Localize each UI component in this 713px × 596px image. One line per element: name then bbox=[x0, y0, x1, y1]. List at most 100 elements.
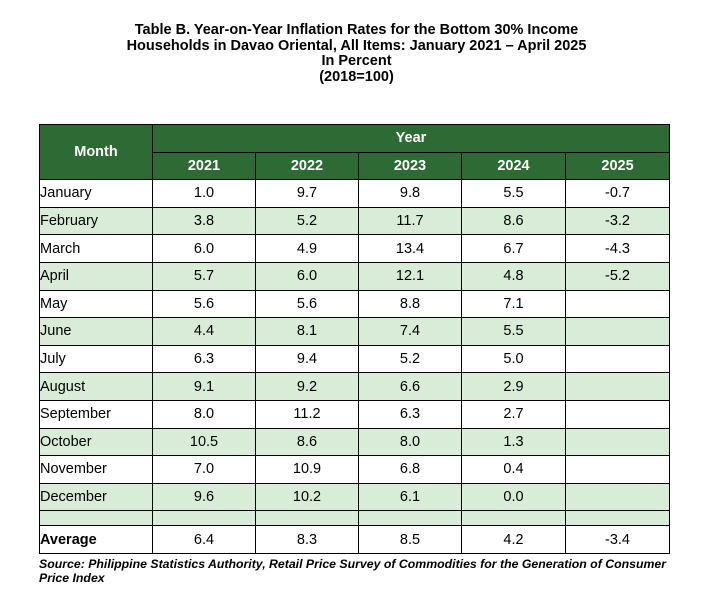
year-header-2024: 2024 bbox=[461, 151, 566, 181]
inflation-table: Month Year 2021 2022 2023 2024 2025 Janu… bbox=[39, 123, 671, 555]
value-cell: -0.7 bbox=[564, 179, 671, 208]
value-cell bbox=[564, 289, 671, 319]
value-cell bbox=[564, 399, 671, 429]
value-cell: 2.9 bbox=[461, 372, 566, 401]
title-line-4: (2018=100) bbox=[319, 68, 394, 85]
month-cell: October bbox=[39, 427, 153, 457]
spacer-cell bbox=[461, 510, 566, 527]
value-cell: 0.0 bbox=[461, 482, 566, 512]
table-row: November 7.0 10.9 6.8 0.4 bbox=[39, 455, 671, 484]
value-cell: 9.7 bbox=[255, 179, 359, 208]
value-cell: 11.2 bbox=[255, 399, 359, 429]
year-group-header: Year bbox=[151, 124, 671, 153]
table-row: January 1.0 9.7 9.8 5.5 -0.7 bbox=[39, 179, 671, 208]
value-cell bbox=[564, 344, 671, 374]
average-value: 6.4 bbox=[152, 525, 256, 555]
year-header-2021: 2021 bbox=[152, 151, 256, 181]
spacer-cell bbox=[152, 510, 256, 527]
month-cell: November bbox=[39, 455, 153, 484]
value-cell: 10.2 bbox=[255, 482, 359, 512]
value-cell: 3.8 bbox=[152, 206, 256, 236]
value-cell: 1.0 bbox=[152, 179, 256, 208]
title-line-1: Table B. Year-on-Year Inflation Rates fo… bbox=[134, 22, 579, 38]
value-cell: 5.6 bbox=[255, 289, 359, 319]
value-cell bbox=[564, 317, 671, 346]
value-cell: 8.8 bbox=[358, 289, 462, 319]
title-line-2: Households in Davao Oriental, All Items:… bbox=[126, 37, 587, 54]
title-line-3: In Percent bbox=[321, 53, 392, 69]
value-cell: 11.7 bbox=[358, 206, 462, 236]
month-cell: January bbox=[39, 179, 153, 208]
table-row: February 3.8 5.2 11.7 8.6 -3.2 bbox=[39, 206, 671, 236]
value-cell: 5.6 bbox=[152, 289, 256, 319]
spacer-cell bbox=[358, 510, 462, 527]
table-row: March 6.0 4.9 13.4 6.7 -4.3 bbox=[39, 234, 671, 263]
value-cell: 1.3 bbox=[461, 427, 566, 457]
table-body: January 1.0 9.7 9.8 5.5 -0.7 February 3.… bbox=[39, 179, 671, 555]
value-cell: 4.8 bbox=[461, 261, 566, 291]
value-cell: 10.9 bbox=[255, 455, 359, 484]
table-row: September 8.0 11.2 6.3 2.7 bbox=[39, 399, 671, 429]
average-value: 8.5 bbox=[358, 525, 462, 555]
month-cell: June bbox=[39, 317, 153, 346]
value-cell: 12.1 bbox=[358, 261, 462, 291]
table-row: April 5.7 6.0 12.1 4.8 -5.2 bbox=[39, 261, 671, 291]
value-cell bbox=[564, 455, 671, 484]
spacer-row bbox=[39, 510, 671, 527]
year-header-2022: 2022 bbox=[255, 151, 359, 181]
value-cell: -4.3 bbox=[564, 234, 671, 263]
value-cell: 5.0 bbox=[461, 344, 566, 374]
value-cell: 6.3 bbox=[152, 344, 256, 374]
value-cell: 9.6 bbox=[152, 482, 256, 512]
value-cell: 13.4 bbox=[358, 234, 462, 263]
value-cell: 9.1 bbox=[152, 372, 256, 401]
month-cell: May bbox=[39, 289, 153, 319]
value-cell: 0.4 bbox=[461, 455, 566, 484]
value-cell bbox=[564, 482, 671, 512]
table-row: June 4.4 8.1 7.4 5.5 bbox=[39, 317, 671, 346]
value-cell: 6.0 bbox=[255, 261, 359, 291]
value-cell bbox=[564, 427, 671, 457]
table-row: December 9.6 10.2 6.1 0.0 bbox=[39, 482, 671, 512]
value-cell: 9.2 bbox=[255, 372, 359, 401]
month-cell: February bbox=[39, 206, 153, 236]
value-cell: 5.2 bbox=[358, 344, 462, 374]
month-cell: July bbox=[39, 344, 153, 374]
value-cell: 7.0 bbox=[152, 455, 256, 484]
average-label: Average bbox=[39, 525, 153, 555]
value-cell: 6.0 bbox=[152, 234, 256, 263]
average-row: Average 6.4 8.3 8.5 4.2 -3.4 bbox=[39, 525, 671, 555]
value-cell: 6.3 bbox=[358, 399, 462, 429]
table-title: Table B. Year-on-Year Inflation Rates fo… bbox=[0, 22, 713, 85]
table-row: October 10.5 8.6 8.0 1.3 bbox=[39, 427, 671, 457]
value-cell: 4.9 bbox=[255, 234, 359, 263]
month-cell: August bbox=[39, 372, 153, 401]
month-cell: April bbox=[39, 261, 153, 291]
value-cell: 7.4 bbox=[358, 317, 462, 346]
value-cell: 8.6 bbox=[255, 427, 359, 457]
year-header-2023: 2023 bbox=[358, 151, 462, 181]
value-cell: 6.1 bbox=[358, 482, 462, 512]
value-cell: 5.2 bbox=[255, 206, 359, 236]
table-row: May 5.6 5.6 8.8 7.1 bbox=[39, 289, 671, 319]
value-cell: 8.6 bbox=[461, 206, 566, 236]
spacer-cell bbox=[564, 510, 671, 527]
table-row: July 6.3 9.4 5.2 5.0 bbox=[39, 344, 671, 374]
spacer-cell bbox=[255, 510, 359, 527]
value-cell: -3.2 bbox=[564, 206, 671, 236]
value-cell: 5.5 bbox=[461, 179, 566, 208]
value-cell: 5.5 bbox=[461, 317, 566, 346]
average-value: 4.2 bbox=[461, 525, 566, 555]
value-cell: 4.4 bbox=[152, 317, 256, 346]
value-cell: 9.8 bbox=[358, 179, 462, 208]
month-cell: March bbox=[39, 234, 153, 263]
month-cell: December bbox=[39, 482, 153, 512]
value-cell: 6.7 bbox=[461, 234, 566, 263]
average-value: 8.3 bbox=[255, 525, 359, 555]
value-cell: 8.1 bbox=[255, 317, 359, 346]
value-cell bbox=[564, 372, 671, 401]
year-header-2025: 2025 bbox=[564, 151, 671, 181]
value-cell: 7.1 bbox=[461, 289, 566, 319]
average-value: -3.4 bbox=[564, 525, 671, 555]
value-cell: 8.0 bbox=[152, 399, 256, 429]
